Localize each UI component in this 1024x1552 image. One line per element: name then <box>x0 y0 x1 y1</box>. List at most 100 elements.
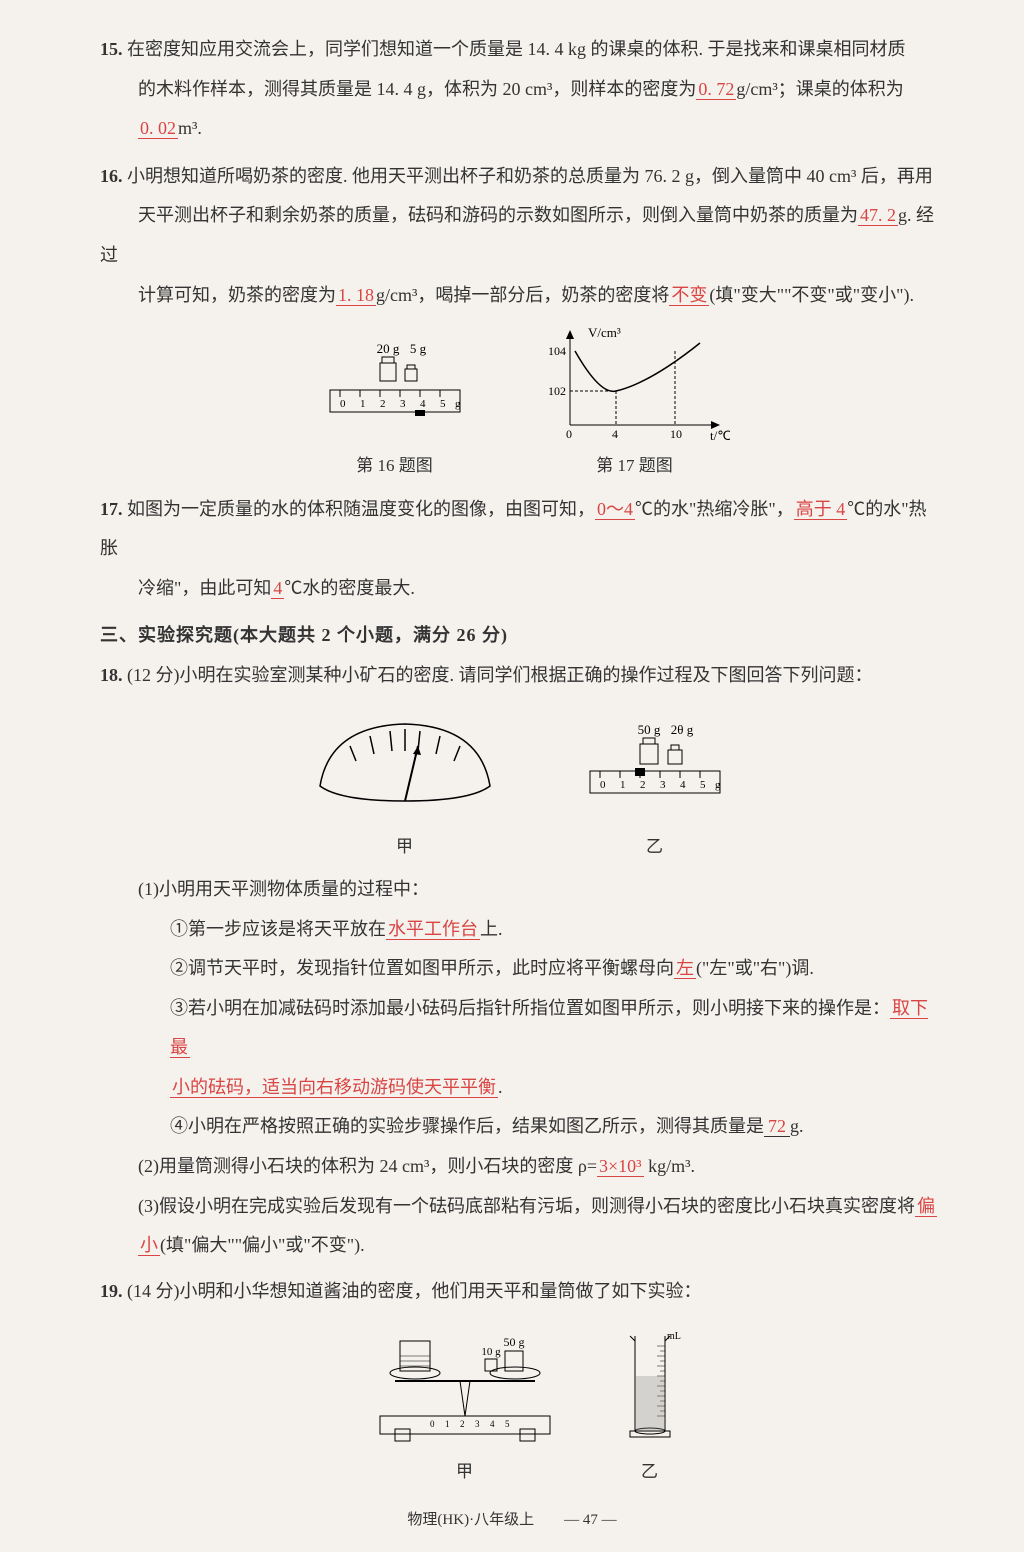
q18-p1-3: ③若小明在加减砝码时添加最小砝码后指针所指位置如图甲所示，则小明接下来的操作是：… <box>100 989 939 1108</box>
q18-3b: . <box>498 1077 503 1097</box>
figure-18-yi: 50 g 2θ g 012 345 g 乙 <box>570 716 740 865</box>
figure-17: V/cm³ t/℃ 104 102 0 4 10 第 17 题图 <box>540 325 730 484</box>
q16-ans3: 不变 <box>669 285 709 306</box>
q18-p3ans: 偏 <box>915 1196 937 1217</box>
q17-l2: 冷缩"，由此可知4℃水的密度最大. <box>100 578 415 598</box>
svg-text:50 g: 50 g <box>637 722 660 737</box>
w5g: 5 g <box>409 341 426 356</box>
q17-l2b: ℃水的密度最大. <box>284 578 415 598</box>
q15-ans1: 0. 72 <box>696 79 736 100</box>
q16-l2: 天平测出杯子和剩余奶茶的质量，砝码和游码的示数如图所示，则倒入量筒中奶茶的质量为… <box>100 205 934 265</box>
balance-scale-yi-icon: 50 g 2θ g 012 345 g <box>570 716 740 826</box>
cylinder-icon: mL <box>615 1321 685 1451</box>
q18-4a: ④小明在严格按照正确的实验步骤操作后，结果如图乙所示，测得其质量是 <box>170 1116 764 1136</box>
q18-2b: ("左"或"右")调. <box>696 958 814 978</box>
q18-1b: 上. <box>480 919 503 939</box>
svg-text:0: 0 <box>430 1419 435 1429</box>
q18-p1: (1)小明用天平测物体质量的过程中： <box>100 870 939 910</box>
q18-p3b: (填"偏大""偏小"或"不变"). <box>160 1235 365 1255</box>
svg-text:5: 5 <box>505 1419 510 1429</box>
fig19-yi-cap: 乙 <box>615 1453 685 1490</box>
q16-ans2: 1. 18 <box>336 285 376 306</box>
svg-text:t/℃: t/℃ <box>710 428 730 443</box>
q18-1a: ①第一步应该是将天平放在 <box>170 919 386 939</box>
svg-text:4: 4 <box>490 1419 495 1429</box>
svg-text:mL: mL <box>667 1331 681 1342</box>
balance-apparatus-icon: 50 g 10 g 012345 <box>355 1321 575 1451</box>
q15-num: 15. <box>100 39 123 59</box>
svg-text:5: 5 <box>700 779 706 791</box>
q18-p2: (2)用量筒测得小石块的体积为 24 cm³，则小石块的密度 ρ=3×10³ k… <box>100 1147 939 1187</box>
figure-row-19: 50 g 10 g 012345 甲 mL 乙 <box>100 1321 939 1490</box>
svg-text:0: 0 <box>566 427 572 441</box>
q17-num: 17. <box>100 499 123 519</box>
figure-row-18: 甲 50 g 2θ g 012 345 g 乙 <box>100 706 939 865</box>
q18-2ans: 左 <box>674 958 696 979</box>
svg-text:3: 3 <box>400 398 406 410</box>
svg-text:1: 1 <box>360 398 366 410</box>
q16-l3b: g/cm³，喝掉一部分后，奶茶的密度将 <box>376 285 669 305</box>
figure-19-jia: 50 g 10 g 012345 甲 <box>355 1321 575 1490</box>
svg-text:0: 0 <box>340 398 346 410</box>
q17-ans3: 4 <box>271 578 284 599</box>
q17-l1b: ℃的水"热缩冷胀"， <box>635 499 794 519</box>
q17-l1a: 如图为一定质量的水的体积随温度变化的图像，由图可知， <box>127 499 595 519</box>
q18-p1-2: ②调节天平时，发现指针位置如图甲所示，此时应将平衡螺母向左("左"或"右")调. <box>100 949 939 989</box>
q18-intro: (12 分)小明在实验室测某种小矿石的密度. 请同学们根据正确的操作过程及下图回… <box>127 665 872 685</box>
q15-unit1: g/cm³；课桌的体积为 <box>736 79 903 99</box>
section-3-header: 三、实验探究题(本大题共 2 个小题，满分 26 分) <box>100 616 939 656</box>
svg-text:4: 4 <box>420 398 426 410</box>
svg-text:50 g: 50 g <box>503 1335 524 1349</box>
question-17: 17. 如图为一定质量的水的体积随温度变化的图像，由图可知，0～4℃的水"热缩冷… <box>100 490 939 609</box>
q17-l2a: 冷缩"，由此可知 <box>138 578 271 598</box>
w20g: 20 g <box>376 341 399 356</box>
question-18: 18. (12 分)小明在实验室测某种小矿石的密度. 请同学们根据正确的操作过程… <box>100 656 939 696</box>
svg-text:4: 4 <box>612 427 618 441</box>
q18-num: 18. <box>100 665 123 685</box>
svg-text:4: 4 <box>680 779 686 791</box>
q18-4b: g. <box>790 1116 804 1136</box>
graph-icon: V/cm³ t/℃ 104 102 0 4 10 <box>540 325 730 445</box>
svg-text:V/cm³: V/cm³ <box>588 325 621 340</box>
q15-unit2: m³. <box>178 118 202 138</box>
svg-text:2: 2 <box>380 398 386 410</box>
fig17-caption: 第 17 题图 <box>540 447 730 484</box>
svg-text:2: 2 <box>640 779 646 791</box>
q19-text: (14 分)小明和小华想知道酱油的密度，他们用天平和量筒做了如下实验： <box>127 1281 702 1301</box>
figure-19-yi: mL 乙 <box>615 1321 685 1490</box>
svg-text:10: 10 <box>670 427 682 441</box>
svg-text:0: 0 <box>600 779 606 791</box>
q18-p3: (3)假设小明在完成实验后发现有一个砝码底部粘有污垢，则测得小石块的密度比小石块… <box>100 1187 939 1266</box>
q18-3ansb: 小的砝码，适当向右移动游码使天平平衡 <box>170 1077 498 1098</box>
q18-2a: ②调节天平时，发现指针位置如图甲所示，此时应将平衡螺母向 <box>170 958 674 978</box>
svg-text:104: 104 <box>548 344 566 358</box>
q15-text-b: 的木料作样本，测得其质量是 14. 4 g，体积为 20 cm³，则样本的密度为 <box>138 79 696 99</box>
q18-p3a: (3)假设小明在完成实验后发现有一个砝码底部粘有污垢，则测得小石块的密度比小石块… <box>138 1196 915 1216</box>
q18-p1-4: ④小明在严格按照正确的实验步骤操作后，结果如图乙所示，测得其质量是72g. <box>100 1107 939 1147</box>
fig18-jia-cap: 甲 <box>300 828 510 865</box>
q17-ans1: 0～4 <box>595 499 635 520</box>
page-footer: 物理(HK)·八年级上 — 47 — <box>0 1504 1024 1537</box>
svg-text:g: g <box>455 398 461 410</box>
q18-p2ans: 3×10³ <box>597 1156 644 1177</box>
q18-p2b: kg/m³. <box>644 1156 695 1176</box>
fig18-yi-cap: 乙 <box>570 828 740 865</box>
svg-text:10 g: 10 g <box>481 1346 501 1358</box>
q16-ans1: 47. 2 <box>858 205 898 226</box>
q18-1ans: 水平工作台 <box>386 919 480 940</box>
svg-text:2θ g: 2θ g <box>670 722 693 737</box>
q16-num: 16. <box>100 166 123 186</box>
q18-4ans: 72 <box>764 1116 790 1137</box>
q17-ans2: 高于 4 <box>794 499 848 520</box>
pointer-dial-icon <box>300 706 510 826</box>
figure-row-16-17: 20 g 5 g 012 345 g 第 16 题图 V/cm³ t/℃ <box>100 325 939 484</box>
svg-text:1: 1 <box>620 779 626 791</box>
q18-3a: ③若小明在加减砝码时添加最小砝码后指针所指位置如图甲所示，则小明接下来的操作是： <box>170 998 890 1018</box>
svg-text:g: g <box>715 779 721 791</box>
question-16: 16. 小明想知道所喝奶茶的密度. 他用天平测出杯子和奶茶的总质量为 76. 2… <box>100 157 939 315</box>
figure-18-jia: 甲 <box>300 706 510 865</box>
q18-p3ans2: 小 <box>138 1235 160 1256</box>
svg-text:2: 2 <box>460 1419 465 1429</box>
q16-l3a: 计算可知，奶茶的密度为 <box>138 285 336 305</box>
fig19-jia-cap: 甲 <box>355 1453 575 1490</box>
